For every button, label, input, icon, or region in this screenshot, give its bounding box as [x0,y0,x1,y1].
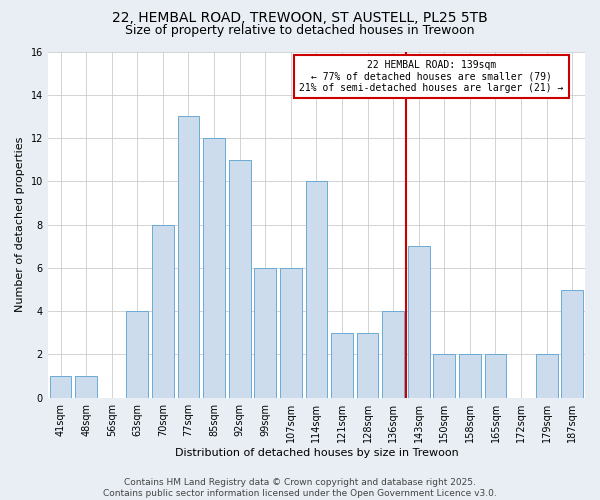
Bar [178,116,199,398]
Bar [485,354,506,398]
Bar [229,160,251,398]
Bar [331,333,353,398]
Bar [75,376,97,398]
Bar [382,311,404,398]
Bar [280,268,302,398]
Bar [152,224,174,398]
Text: Size of property relative to detached houses in Trewoon: Size of property relative to detached ho… [125,24,475,37]
X-axis label: Distribution of detached houses by size in Trewoon: Distribution of detached houses by size … [175,448,458,458]
Bar [459,354,481,398]
Bar [562,290,583,398]
Text: Contains HM Land Registry data © Crown copyright and database right 2025.
Contai: Contains HM Land Registry data © Crown c… [103,478,497,498]
Bar [127,311,148,398]
Bar [536,354,557,398]
Bar [305,182,327,398]
Bar [408,246,430,398]
Text: 22, HEMBAL ROAD, TREWOON, ST AUSTELL, PL25 5TB: 22, HEMBAL ROAD, TREWOON, ST AUSTELL, PL… [112,11,488,25]
Text: 22 HEMBAL ROAD: 139sqm
← 77% of detached houses are smaller (79)
21% of semi-det: 22 HEMBAL ROAD: 139sqm ← 77% of detached… [299,60,563,94]
Bar [203,138,225,398]
Y-axis label: Number of detached properties: Number of detached properties [15,137,25,312]
Bar [254,268,276,398]
Bar [356,333,379,398]
Bar [50,376,71,398]
Bar [433,354,455,398]
